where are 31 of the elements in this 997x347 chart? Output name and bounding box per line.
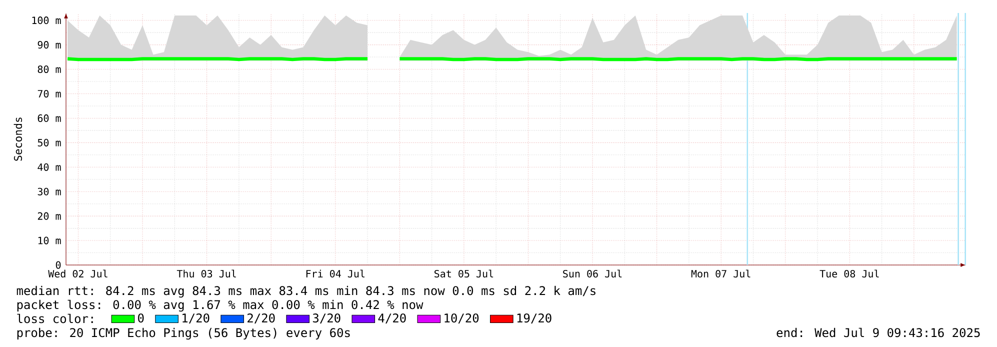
text: end: Wed Jul 9 09:43:16 2025 <box>776 328 980 338</box>
y-tick-label: 40 m <box>38 163 61 171</box>
x-tick-label: Mon 07 Jul <box>691 270 750 278</box>
text: probe: 20 ICMP Echo Pings (56 Bytes) every 60s <box>17 328 350 340</box>
legend-label: 1/20 <box>182 313 210 324</box>
legend-label: 10/20 <box>444 313 479 324</box>
y-tick-label: 10 m <box>38 236 61 244</box>
y-tick-label: 50 m <box>38 138 61 146</box>
x-tick-label: Sat 05 Jul <box>434 270 494 278</box>
legend-label: 3/20 <box>312 313 340 324</box>
y-tick-label: 80 m <box>38 65 61 74</box>
y-tick-label: 30 m <box>38 188 61 196</box>
y-tick-label: 100 m <box>32 16 61 24</box>
y-tick-label: 20 m <box>38 212 61 220</box>
legend-label: 19/20 <box>517 313 552 324</box>
legend-label: 2/20 <box>248 313 275 324</box>
y-tick-label: 0 <box>56 261 61 269</box>
y-tick-label: 90 m <box>38 41 61 49</box>
legend-label: 0 <box>138 313 144 323</box>
legend-label: 4/20 <box>378 313 406 324</box>
text: median rtt: 84.2 ms avg 84.3 ms max 83.4 ms min 84.3 ms now 0.0 ms sd 2.2 k am/s <box>16 286 596 298</box>
x-tick-label: Fri 04 Jul <box>306 270 364 278</box>
y-tick-label: 70 m <box>38 90 61 98</box>
x-tick-label: Tue 08 Jul <box>820 270 879 278</box>
x-tick-label: Thu 03 Jul <box>176 270 236 278</box>
x-tick-label: Wed 02 Jul <box>48 270 108 278</box>
text: packet loss: 0.00 % avg 1.67 % max 0.00 % min 0.42 % now <box>17 300 424 312</box>
y-axis-title: Seconds <box>14 118 22 161</box>
x-tick-label: Sun 06 Jul <box>563 270 622 278</box>
y-tick-label: 60 m <box>38 114 61 122</box>
text: loss color: <box>17 314 93 324</box>
